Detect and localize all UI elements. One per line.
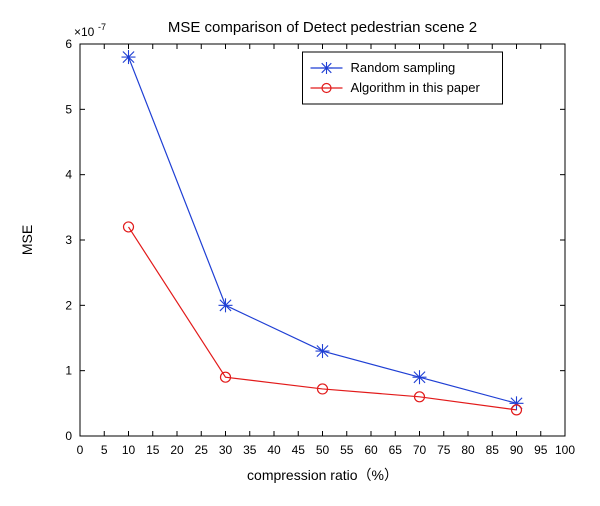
legend: Random sampling Algorithm in this paper xyxy=(303,52,503,104)
svg-text:2: 2 xyxy=(65,298,72,312)
svg-text:-7: -7 xyxy=(98,22,106,32)
svg-text:35: 35 xyxy=(243,443,257,457)
svg-text:80: 80 xyxy=(461,443,475,457)
svg-text:5: 5 xyxy=(65,102,72,116)
svg-text:0: 0 xyxy=(77,443,84,457)
svg-text:5: 5 xyxy=(101,443,108,457)
svg-text:3: 3 xyxy=(65,233,72,247)
mse-chart: MSE comparison of Detect pedestrian scen… xyxy=(0,0,600,506)
svg-text:65: 65 xyxy=(389,443,403,457)
svg-text:90: 90 xyxy=(510,443,524,457)
x-axis-label: compression ratio（%） xyxy=(247,467,398,483)
svg-text:4: 4 xyxy=(65,168,72,182)
svg-text:15: 15 xyxy=(146,443,160,457)
svg-text:70: 70 xyxy=(413,443,427,457)
chart-title: MSE comparison of Detect pedestrian scen… xyxy=(168,19,477,36)
legend-label: Algorithm in this paper xyxy=(351,80,481,95)
svg-text:55: 55 xyxy=(340,443,354,457)
svg-text:45: 45 xyxy=(292,443,306,457)
svg-text:40: 40 xyxy=(267,443,281,457)
svg-text:0: 0 xyxy=(65,429,72,443)
svg-text:×10: ×10 xyxy=(74,25,95,39)
svg-text:6: 6 xyxy=(65,37,72,51)
svg-text:25: 25 xyxy=(195,443,209,457)
svg-text:60: 60 xyxy=(364,443,378,457)
svg-text:75: 75 xyxy=(437,443,451,457)
svg-text:50: 50 xyxy=(316,443,330,457)
legend-label: Random sampling xyxy=(351,60,456,75)
y-axis-label: MSE xyxy=(19,225,35,255)
svg-text:100: 100 xyxy=(555,443,575,457)
svg-text:95: 95 xyxy=(534,443,548,457)
svg-text:30: 30 xyxy=(219,443,233,457)
svg-text:1: 1 xyxy=(65,364,72,378)
svg-text:20: 20 xyxy=(170,443,184,457)
svg-text:85: 85 xyxy=(486,443,500,457)
svg-text:10: 10 xyxy=(122,443,136,457)
